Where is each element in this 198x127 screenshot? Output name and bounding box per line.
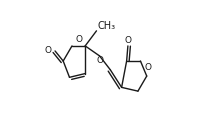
Text: CH₃: CH₃ (98, 21, 116, 31)
Text: O: O (75, 35, 82, 44)
Text: O: O (124, 36, 131, 45)
Text: O: O (45, 46, 51, 55)
Text: O: O (145, 63, 151, 72)
Text: O: O (97, 57, 104, 66)
